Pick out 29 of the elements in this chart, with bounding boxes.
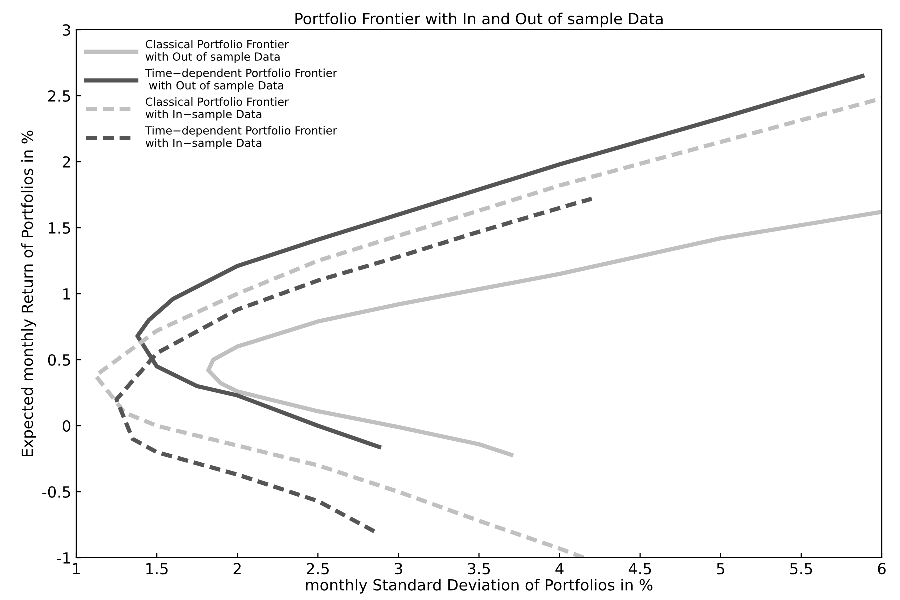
x-tick-label: 4	[556, 563, 564, 574]
y-tick-label: 0.5	[48, 354, 70, 366]
chart-title: Portfolio Frontier with In and Out of sample Data	[296, 12, 663, 28]
x-tick-label: 3.5	[468, 563, 490, 575]
legend-label: Classical Portfolio Frontier with Out of sample Data	[146, 40, 290, 64]
y-tick-label: 1	[64, 288, 70, 300]
legend-label: Classical Portfolio Frontier with In−sample Data	[146, 98, 290, 121]
y-tick-label: 2.5	[48, 90, 70, 102]
x-tick-label: 3	[395, 563, 402, 575]
y-tick-label: 3	[63, 24, 70, 36]
y-tick-label: 0	[62, 420, 71, 432]
line-series	[94, 96, 882, 558]
legend-label: Time−dependent Portfolio Frontier with In−sample Data	[145, 126, 338, 150]
line-series	[206, 210, 882, 458]
x-tick-label: 5	[717, 563, 724, 575]
x-axis-title: monthly Standard Deviation of Portfolios in %	[306, 579, 653, 594]
x-tick-label: 5.5	[790, 563, 812, 575]
y-tick-label: -1	[57, 552, 70, 564]
x-tick-label: 1	[73, 563, 80, 574]
legend-label: Time−dependent Portfolio Frontier with Out of sample Data	[145, 68, 338, 92]
y-axis-title: Expected monthly Return of Portfolios in %	[21, 130, 36, 456]
x-tick-label: 1.5	[146, 563, 168, 575]
x-tick-label: 2	[234, 563, 241, 574]
x-tick-label: 4.5	[628, 563, 652, 575]
x-tick-label: 2.5	[307, 563, 329, 575]
y-tick-label: 2	[63, 156, 70, 168]
x-tick-label: 6	[878, 563, 886, 575]
y-tick-label: -0.5	[42, 486, 70, 498]
y-tick-label: 1.5	[49, 222, 70, 234]
